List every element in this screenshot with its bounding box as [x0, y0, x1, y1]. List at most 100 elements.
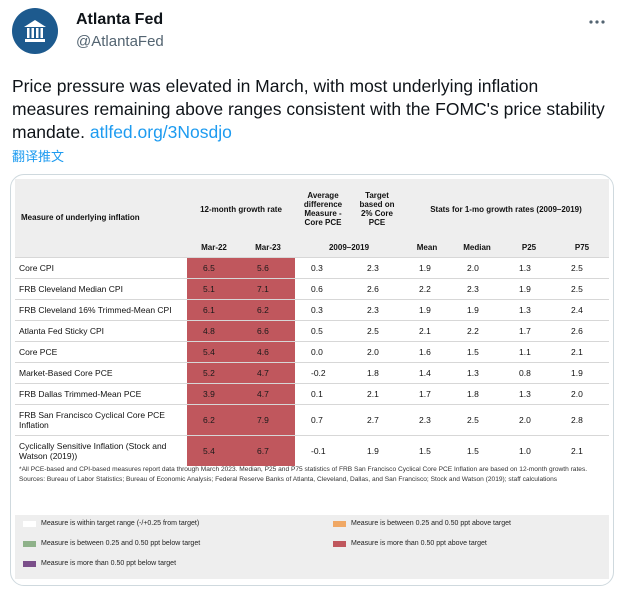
cell-mar22: 5.4: [187, 340, 241, 362]
cell-median: 2.0: [451, 256, 503, 278]
avatar[interactable]: [12, 8, 58, 54]
cell-p75: 2.5: [555, 256, 609, 278]
cell-measure: FRB Dallas Trimmed-Mean PCE: [15, 382, 187, 404]
cell-p75: 2.1: [555, 340, 609, 362]
cell-mar22: 4.8: [187, 319, 241, 341]
subheader-mean: Mean: [416, 243, 438, 253]
cell-mar22: 6.1: [187, 298, 241, 320]
cell-measure: Core CPI: [15, 256, 187, 278]
subheader-p75: P75: [574, 243, 590, 253]
header-target: Target based on 2% Core PCE: [359, 191, 395, 227]
cell-mar22: 5.4: [187, 434, 241, 466]
cell-median: 1.9: [451, 298, 503, 320]
cell-p25: 1.3: [503, 382, 555, 404]
cell-p75: 2.6: [555, 319, 609, 341]
cell-measure: Core PCE: [15, 340, 187, 362]
legend-label: Measure is more than 0.50 ppt above targ…: [351, 540, 487, 547]
media-card[interactable]: Measure of underlying inflation 12-month…: [10, 174, 614, 586]
cell-avg-diff: 0.0: [295, 340, 351, 362]
legend-item-within: Measure is within target range (-/+0.25 …: [23, 520, 199, 527]
translate-tweet-link[interactable]: 翻译推文: [12, 149, 65, 164]
legend-label: Measure is more than 0.50 ppt below targ…: [41, 560, 177, 567]
cell-avg-diff: 0.7: [295, 403, 351, 435]
legend-item-above-high: Measure is more than 0.50 ppt above targ…: [333, 540, 487, 547]
cell-p25: 1.1: [503, 340, 555, 362]
cell-mar22: 5.2: [187, 361, 241, 383]
cell-p75: 2.8: [555, 403, 609, 435]
cell-p25: 1.3: [503, 298, 555, 320]
cell-target: 2.6: [351, 277, 403, 299]
table-row: Core CPI 6.5 5.6 0.3 2.3 1.9 2.0 1.3 2.5: [15, 256, 609, 278]
legend-item-below-high: Measure is more than 0.50 ppt below targ…: [23, 560, 176, 567]
cell-p75: 2.5: [555, 277, 609, 299]
tweet-link[interactable]: atlfed.org/3Nosdjo: [89, 122, 232, 142]
legend-swatch: [333, 520, 346, 527]
author-name[interactable]: Atlanta Fed: [76, 11, 164, 28]
subheader-mar22: Mar-22: [201, 243, 227, 253]
cell-target: 2.5: [351, 319, 403, 341]
cell-target: 2.3: [351, 256, 403, 278]
cell-p25: 1.9: [503, 277, 555, 299]
cell-mean: 2.3: [403, 403, 451, 435]
cell-avg-diff: 0.3: [295, 298, 351, 320]
table-header-row: Measure of underlying inflation 12-month…: [15, 179, 609, 239]
cell-avg-diff: 0.5: [295, 319, 351, 341]
cell-median: 1.8: [451, 382, 503, 404]
cell-p25: 2.0: [503, 403, 555, 435]
table-row: FRB Dallas Trimmed-Mean PCE 3.9 4.7 0.1 2.1 1…: [15, 382, 609, 404]
footnote-line-1: *All PCE-based and CPI-based measures re…: [19, 466, 588, 473]
cell-mean: 1.6: [403, 340, 451, 362]
cell-measure: FRB Cleveland Median CPI: [15, 277, 187, 299]
table-row: Core PCE 5.4 4.6 0.0 2.0 1.6 1.5 1.1 2.1: [15, 340, 609, 362]
table-row: FRB Cleveland Median CPI 5.1 7.1 0.6 2.6 2.2 2…: [15, 277, 609, 299]
subheader-p25: P25: [521, 243, 537, 253]
cell-avg-diff: 0.1: [295, 382, 351, 404]
more-options-icon[interactable]: [584, 12, 610, 32]
cell-median: 1.3: [451, 361, 503, 383]
tweet-body: Price pressure was elevated in March, wi…: [12, 76, 605, 142]
cell-mar23: 6.2: [241, 298, 295, 320]
table-row: Atlanta Fed Sticky CPI 4.8 6.6 0.5 2.5 2.1 2.2…: [15, 319, 609, 341]
cell-mar23: 5.6: [241, 256, 295, 278]
cell-mar22: 6.5: [187, 256, 241, 278]
cell-median: 2.5: [451, 403, 503, 435]
legend-swatch: [333, 540, 346, 547]
cell-avg-diff: 0.6: [295, 277, 351, 299]
cell-mean: 2.2: [403, 277, 451, 299]
table-row: FRB San Francisco Cyclical Core PCE Infl…: [15, 403, 609, 435]
cell-median: 1.5: [451, 340, 503, 362]
cell-mar23: 6.6: [241, 319, 295, 341]
table-row: FRB Cleveland 16% Trimmed-Mean CPI 6.1 6.2…: [15, 298, 609, 320]
cell-p75: 2.4: [555, 298, 609, 320]
cell-target: 2.1: [351, 382, 403, 404]
cell-p25: 1.0: [503, 434, 555, 466]
legend-label: Measure is within target range (-/+0.25 …: [41, 520, 200, 527]
cell-mar23: 7.9: [241, 403, 295, 435]
author-handle[interactable]: @AtlantaFed: [76, 33, 164, 50]
header-stats: Stats for 1-mo growth rates (2009–2019): [430, 204, 582, 214]
table-body: Core CPI 6.5 5.6 0.3 2.3 1.9 2.0 1.3 2.5 FRB Clev…: [15, 256, 609, 466]
legend-label: Measure is between 0.25 and 0.50 ppt abo…: [351, 520, 511, 527]
cell-p75: 2.0: [555, 382, 609, 404]
tweet-header: Atlanta Fed @AtlantaFed: [12, 8, 612, 58]
header-growth12: 12-month growth rate: [200, 204, 282, 214]
cell-mar23: 4.7: [241, 382, 295, 404]
footnote: *All PCE-based and CPI-based measures re…: [19, 465, 609, 484]
cell-target: 2.3: [351, 298, 403, 320]
legend-swatch: [23, 520, 36, 527]
legend-swatch: [23, 560, 36, 567]
subheader-median: Median: [463, 243, 491, 253]
cell-p25: 1.3: [503, 256, 555, 278]
cell-measure: FRB Cleveland 16% Trimmed-Mean CPI: [15, 298, 187, 320]
cell-mean: 1.7: [403, 382, 451, 404]
cell-measure: Market-Based Core PCE: [15, 361, 187, 383]
cell-p25: 1.7: [503, 319, 555, 341]
cell-avg-diff: -0.2: [295, 361, 351, 383]
cell-measure: FRB San Francisco Cyclical Core PCE Infl…: [15, 403, 187, 435]
cell-mar22: 6.2: [187, 403, 241, 435]
cell-p75: 1.9: [555, 361, 609, 383]
cell-mar23: 4.6: [241, 340, 295, 362]
cell-median: 2.2: [451, 319, 503, 341]
tweet-text: Price pressure was elevated in March, wi…: [12, 75, 612, 144]
legend-item-above-mid: Measure is between 0.25 and 0.50 ppt abo…: [333, 520, 511, 527]
